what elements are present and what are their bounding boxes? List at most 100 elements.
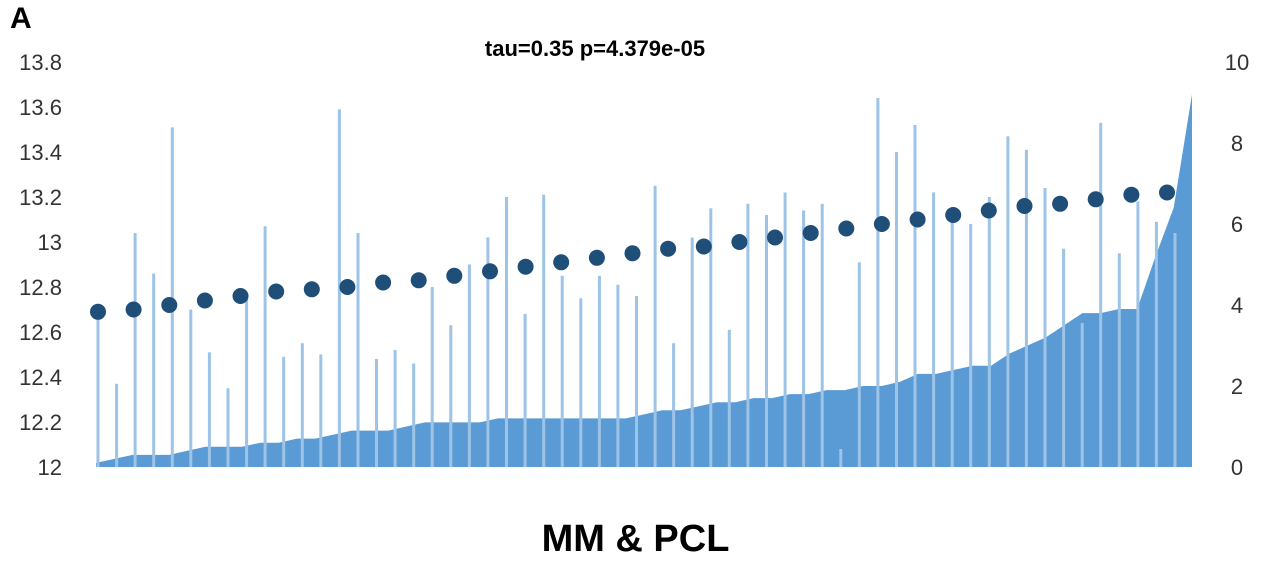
bar (226, 388, 230, 467)
bar (412, 363, 416, 467)
bar (616, 284, 620, 467)
scatter-point (767, 229, 783, 246)
bar (505, 197, 508, 467)
bar (1154, 221, 1158, 467)
bar (115, 383, 119, 467)
bar (96, 314, 100, 467)
scatter-point (1052, 195, 1069, 212)
bar (1043, 188, 1047, 467)
bar (839, 449, 843, 467)
scatter-point (303, 281, 320, 298)
scatter-point (660, 240, 677, 257)
bar (542, 194, 546, 467)
y-tick-label: 12 (38, 455, 62, 480)
scatter-point (1159, 184, 1175, 201)
scatter-point (873, 216, 890, 232)
bar (1099, 122, 1103, 468)
bar (1062, 248, 1066, 467)
scatter-point (731, 234, 748, 250)
bar (1006, 136, 1010, 468)
bar (449, 325, 453, 467)
bar (560, 275, 564, 467)
y-tick-label: 13 (38, 230, 62, 255)
bar (375, 359, 378, 467)
bar (802, 210, 806, 467)
bar (727, 329, 731, 467)
bar (1117, 253, 1121, 467)
scatter-point (553, 254, 570, 271)
scatter-point (339, 279, 356, 295)
y-tick-label: 12.6 (19, 320, 62, 345)
y2-tick-label: 2 (1231, 374, 1243, 399)
bar (672, 343, 676, 467)
scatter-point (125, 301, 142, 318)
bar (820, 203, 824, 468)
bar (337, 109, 341, 468)
y-tick-label: 12.8 (19, 275, 62, 300)
chart-title: tau=0.35 p=4.379e-05 (484, 36, 706, 61)
bar (690, 237, 694, 467)
bar (987, 197, 991, 467)
scatter-point (1016, 198, 1033, 214)
bar (765, 215, 768, 467)
scatter-point (196, 292, 213, 309)
bar (152, 273, 156, 467)
bar (170, 127, 174, 468)
scatter-point (90, 303, 106, 320)
bar (189, 309, 193, 467)
scatter-point (232, 288, 249, 304)
bar (467, 264, 471, 467)
bar (319, 354, 323, 467)
scatter-point (375, 274, 392, 291)
y2-tick-label: 6 (1231, 212, 1243, 237)
scatter-point (838, 220, 855, 237)
bar (895, 152, 898, 467)
scatter-point (980, 202, 997, 219)
bar-series-layer (96, 98, 1177, 468)
bar (1080, 323, 1084, 467)
scatter-point (909, 211, 926, 228)
scatter-point (410, 272, 427, 289)
bar (245, 293, 249, 467)
bar (635, 296, 638, 467)
bar (430, 287, 434, 467)
bar (913, 125, 917, 467)
scatter-series-layer (90, 184, 1175, 320)
scatter-point (268, 283, 285, 300)
bar (523, 314, 527, 467)
bar (300, 343, 304, 467)
bar (1024, 149, 1028, 468)
y-axis-right: 0 2 4 6 8 10 (1225, 50, 1249, 480)
scatter-point (482, 263, 498, 280)
bar (746, 203, 750, 468)
scatter-point (1087, 191, 1104, 208)
scatter-point (161, 297, 178, 313)
bar (207, 352, 211, 467)
bar (486, 237, 490, 467)
y-tick-label: 12.2 (19, 410, 62, 435)
bar (263, 226, 267, 467)
bar (282, 356, 286, 468)
bar (133, 233, 137, 467)
bar (783, 192, 787, 467)
panel-label: A (10, 2, 32, 35)
y-tick-label: 13.8 (19, 50, 62, 75)
bar (969, 224, 973, 467)
y-axis-left: 12 12.2 12.4 12.6 12.8 13 13.2 13.4 13.6 13.8 (19, 50, 62, 480)
bar (393, 350, 397, 467)
scatter-point (945, 207, 962, 223)
bar (1173, 233, 1177, 467)
bar (356, 233, 360, 467)
y-tick-label: 13.4 (19, 140, 62, 165)
y-tick-label: 13.6 (19, 95, 62, 120)
y2-tick-label: 0 (1231, 455, 1243, 480)
scatter-point (802, 225, 819, 241)
bar (950, 221, 954, 467)
y-tick-label: 13.2 (19, 185, 62, 210)
bar (1136, 201, 1140, 467)
scatter-point (588, 249, 605, 266)
x-axis-title: MM & PCL (541, 518, 730, 560)
y2-tick-label: 8 (1231, 131, 1243, 156)
bar (857, 262, 861, 467)
